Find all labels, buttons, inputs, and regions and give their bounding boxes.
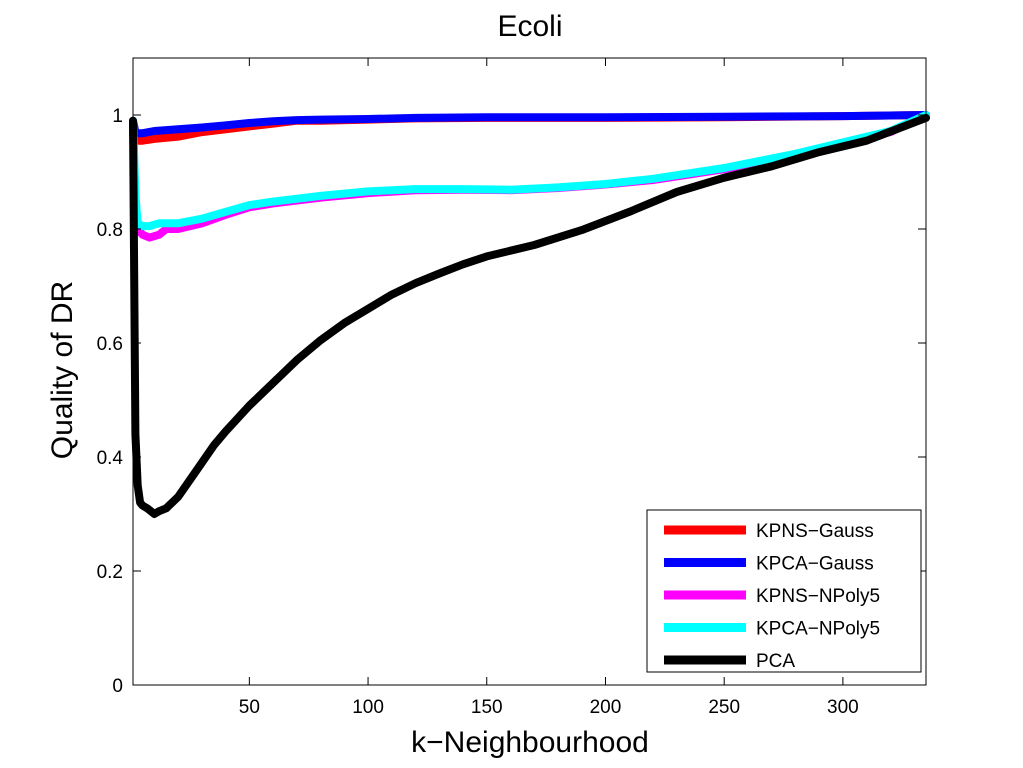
y-tick-label-4: 0.8: [97, 220, 123, 241]
y-axis-ticks: 0 0.2 0.4 0.6 0.8 1: [97, 106, 926, 697]
x-axis-label: k−Neighbourhood: [411, 726, 649, 759]
y-axis-label: Quality of DR: [46, 281, 79, 459]
y-tick-label-0: 0: [112, 676, 123, 697]
series-line-4: [129, 113, 930, 518]
chart-title: Ecoli: [497, 10, 562, 43]
legend-items: KPNS−Gauss KPCA−Gauss KPNS−NPoly5 KPCA−NPol…: [664, 521, 880, 672]
series-line-3: [129, 111, 930, 231]
x-tick-label-2: 150: [471, 697, 503, 718]
x-tick-label-0: 50: [239, 697, 260, 718]
legend-label-0: KPNS−Gauss: [756, 521, 874, 542]
legend-label-3: KPCA−NPoly5: [756, 619, 880, 640]
legend-label-4: PCA: [756, 651, 795, 672]
series-line-1: [129, 111, 930, 138]
x-tick-label-4: 250: [708, 697, 740, 718]
y-tick-label-1: 0.2: [97, 562, 123, 583]
series-layer: [129, 111, 930, 518]
y-tick-label-3: 0.6: [97, 334, 123, 355]
legend-label-2: KPNS−NPoly5: [756, 586, 880, 607]
y-tick-label-5: 1: [112, 106, 123, 127]
x-tick-label-1: 100: [352, 697, 384, 718]
plot-area: 50 100 150 200 250 300 0 0.2 0.4 0.6 0.8 1: [97, 57, 930, 718]
x-axis-ticks: 50 100 150 200 250 300: [239, 58, 859, 718]
x-tick-label-5: 300: [827, 697, 859, 718]
plot-border: [132, 57, 927, 686]
legend-label-1: KPCA−Gauss: [756, 554, 874, 575]
legend: KPNS−Gauss KPCA−Gauss KPNS−NPoly5 KPCA−NPol…: [646, 509, 922, 673]
x-tick-label-3: 200: [590, 697, 622, 718]
y-tick-label-2: 0.4: [97, 448, 124, 469]
